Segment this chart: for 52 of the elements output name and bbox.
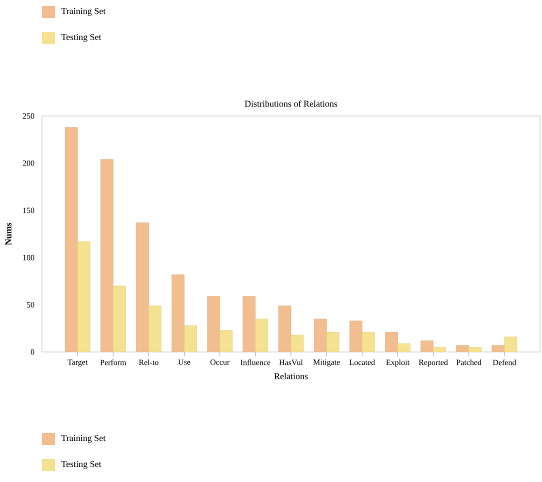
bar	[362, 332, 375, 352]
bar	[290, 334, 304, 352]
y-tick-label: 50	[27, 302, 34, 308]
bar	[326, 332, 340, 352]
x-tick-label: Reported	[418, 359, 448, 367]
bar	[100, 159, 114, 352]
x-tick-label: Target	[68, 359, 88, 366]
legend-label: Training Set	[61, 435, 106, 443]
y-tick-label: 150	[23, 208, 34, 214]
bar	[492, 345, 505, 352]
bar	[314, 318, 327, 352]
bar	[255, 318, 268, 352]
y-axis-title: Nums	[5, 222, 12, 246]
bar	[64, 127, 78, 352]
legend-label: Testing Set	[61, 461, 102, 469]
bar	[278, 306, 292, 352]
x-tick-label: Exploit	[386, 359, 410, 367]
bar	[207, 296, 220, 352]
bar	[420, 340, 434, 352]
y-tick-label: 250	[22, 113, 34, 119]
bar	[77, 241, 90, 352]
x-tick-label: Occur	[210, 359, 230, 365]
chart-title: Distributions of Relations	[244, 100, 338, 107]
bar	[433, 347, 446, 352]
bar	[398, 343, 410, 352]
bar	[172, 274, 184, 352]
x-axis-title: Relations	[274, 372, 308, 380]
x-tick-label: Perform	[100, 359, 126, 366]
x-tick-label: Influence	[240, 359, 270, 366]
x-tick-label: Use	[178, 359, 190, 365]
y-tick-label: 0	[30, 349, 34, 355]
bar	[504, 336, 518, 352]
x-tick-label: Rel-to	[138, 359, 158, 366]
bar	[136, 222, 149, 352]
text: Training Set	[61, 8, 106, 16]
bar	[385, 332, 398, 352]
bar	[220, 330, 233, 352]
x-tick-label: Defend	[492, 359, 516, 366]
bar	[113, 286, 126, 352]
y-tick-label: 200	[22, 160, 34, 166]
y-tick-label: 100	[23, 254, 34, 260]
bar	[468, 347, 482, 352]
bar	[148, 306, 162, 352]
bar	[242, 296, 256, 352]
x-tick-label: Patched	[456, 359, 482, 366]
x-tick-label: Located	[349, 359, 375, 366]
x-tick-label: HasVul	[279, 359, 303, 366]
bar	[456, 345, 469, 352]
bar	[184, 325, 197, 352]
text: Testing Set	[61, 34, 102, 42]
x-tick-label: Mitigate	[313, 359, 340, 366]
bar	[349, 320, 362, 352]
